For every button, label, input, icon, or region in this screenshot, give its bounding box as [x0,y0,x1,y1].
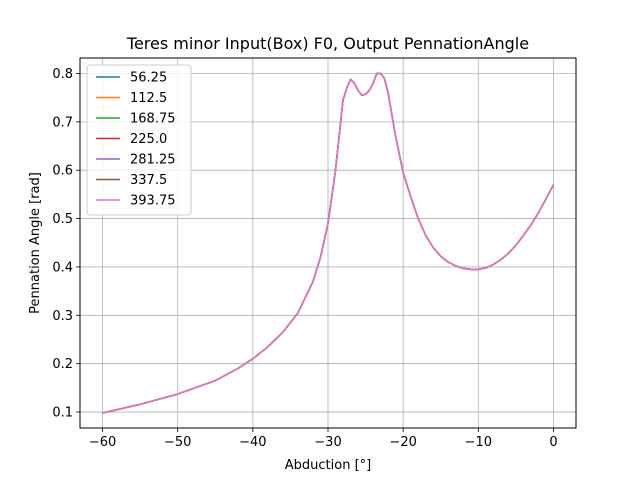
y-axis-ticks: 0.1 0.2 0.3 0.4 0.5 0.6 0.7 0.8 [52,67,80,421]
legend-box [86,64,192,216]
y-tick-label: 0.5 [52,212,73,227]
grid [80,58,576,428]
legend-label: 281.25 [130,153,176,168]
series-lines [102,72,555,414]
y-tick-label: 0.4 [52,260,73,275]
series-line-6 [102,72,555,414]
y-tick-label: 0.2 [52,357,73,372]
legend-label: 56.25 [130,71,167,86]
x-tick-label: −30 [314,435,341,450]
legend-label: 393.75 [130,194,176,209]
y-tick-label: 0.1 [52,406,73,421]
legend-label: 225.0 [130,132,167,147]
legend: 56.25 112.5 168.75 225.0 281.25 337.5 393.75 [86,64,192,216]
x-tick-label: −40 [239,435,266,450]
x-axis-ticks: −60 −50 −40 −30 −20 −10 0 [89,428,558,450]
y-tick-label: 0.3 [52,309,73,324]
x-axis-label: Abduction [°] [285,458,371,473]
x-tick-label: 0 [549,435,557,450]
y-axis-label: Pennation Angle [rad] [28,172,43,314]
x-tick-label: −20 [389,435,416,450]
y-tick-label: 0.6 [52,164,73,179]
y-tick-label: 0.8 [52,67,73,82]
x-tick-label: −60 [89,435,116,450]
legend-label: 337.5 [130,173,167,188]
legend-label: 112.5 [130,91,167,106]
y-tick-label: 0.7 [52,115,73,130]
x-tick-label: −10 [465,435,492,450]
chart-title: Teres minor Input(Box) F0, Output Pennat… [126,34,529,53]
legend-label: 168.75 [130,112,176,127]
x-tick-label: −50 [164,435,191,450]
